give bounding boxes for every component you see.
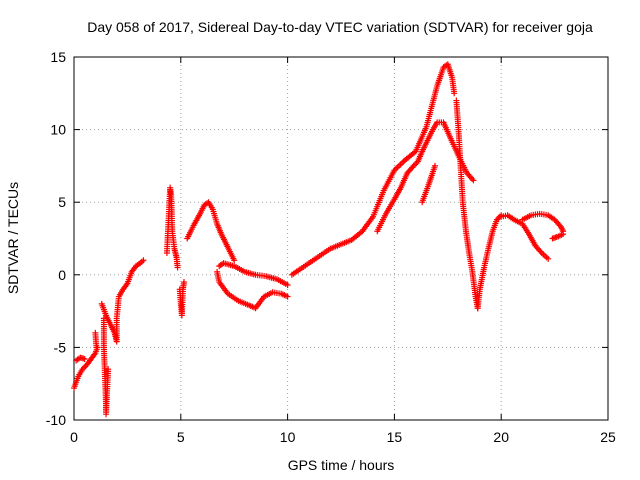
- data-point: [284, 281, 291, 288]
- x-tick-label: 15: [387, 429, 403, 445]
- axis-ticks: [73, 56, 609, 421]
- y-tick-labels: -10 -5 0 5 10 15: [46, 49, 66, 428]
- x-tick-label: 10: [280, 429, 296, 445]
- x-tick-label: 25: [600, 429, 616, 445]
- plot-frame: [73, 56, 609, 421]
- data-point: [105, 366, 112, 373]
- data-point: [231, 257, 238, 264]
- series-drop-5h: [176, 279, 188, 319]
- series-early-spike: [92, 329, 100, 351]
- series-hump-5.3-7.5h: [184, 199, 238, 264]
- series-tail-20-22.9h: [498, 212, 552, 262]
- data-point: [431, 162, 438, 169]
- series-flat-6.8-10h: [216, 260, 291, 288]
- series-fall-17.9-18.9h: [453, 97, 481, 312]
- series-tail-lower: [549, 231, 567, 242]
- y-tick-label: -5: [54, 339, 67, 355]
- y-tick-label: 15: [50, 49, 66, 65]
- series-spike-4.5h: [163, 184, 181, 271]
- y-tick-label: -10: [46, 412, 66, 428]
- y-tick-label: 5: [58, 194, 66, 210]
- series-tail-upper: [519, 210, 567, 235]
- x-tick-labels: 0 5 10 15 20 25: [70, 429, 616, 445]
- x-tick-label: 5: [177, 429, 185, 445]
- data-point: [545, 255, 552, 262]
- series-early-top: [73, 354, 88, 364]
- grid-lines: [74, 57, 608, 420]
- series-recovery-18.9-20h: [474, 212, 505, 312]
- data-point: [284, 293, 291, 300]
- data-point: [81, 356, 88, 363]
- series-dip-6.7-10h: [214, 268, 291, 312]
- series-segment-1.3-3.3h: [98, 257, 147, 345]
- series-drop-1.4h: [100, 315, 112, 418]
- x-tick-label: 0: [70, 429, 78, 445]
- data-point: [181, 279, 188, 286]
- x-axis-label: GPS time / hours: [288, 457, 395, 473]
- series-early-rise: [71, 344, 101, 392]
- y-tick-label: 0: [58, 267, 66, 283]
- series-branch-16.3-17h: [419, 162, 438, 206]
- data-point: [140, 257, 147, 264]
- data-point: [470, 177, 477, 184]
- data-point: [451, 90, 458, 97]
- y-tick-label: 10: [50, 122, 66, 138]
- x-tick-label: 20: [493, 429, 509, 445]
- y-axis-label: SDTVAR / TECUs: [5, 182, 21, 294]
- data-point: [93, 344, 100, 351]
- chart-title: Day 058 of 2017, Sidereal Day-to-day VTE…: [87, 19, 593, 35]
- series-rise-10-17.8h: [288, 61, 458, 278]
- data-point: [174, 264, 181, 271]
- data-points: [71, 61, 567, 418]
- data-point: [560, 231, 567, 238]
